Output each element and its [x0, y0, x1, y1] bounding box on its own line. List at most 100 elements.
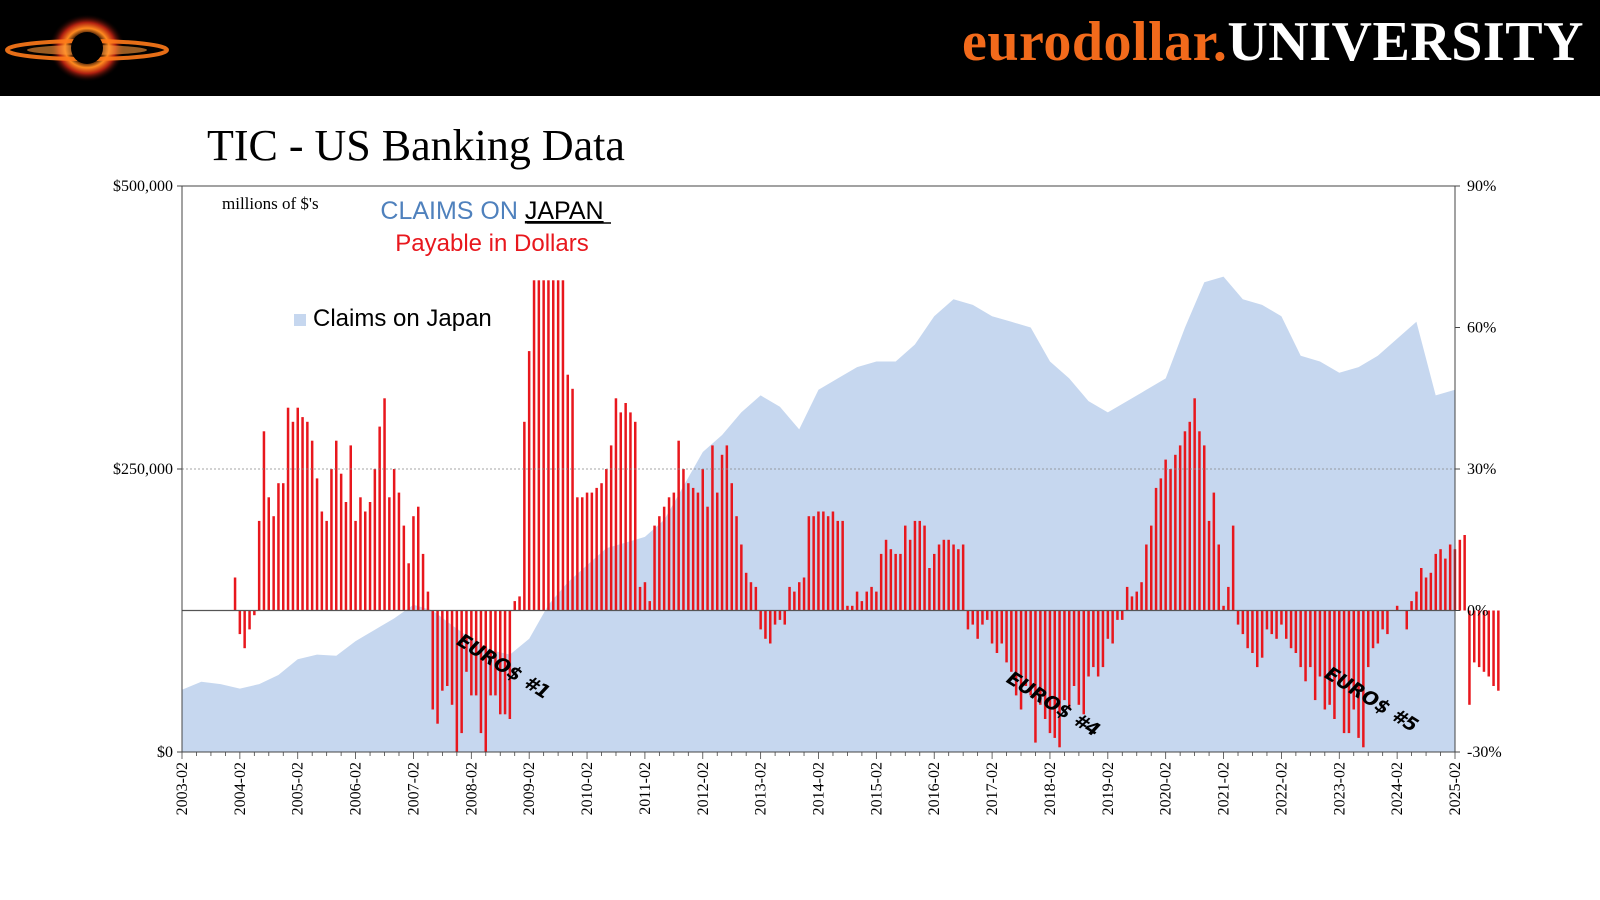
bar	[306, 421, 309, 611]
bar	[619, 412, 622, 611]
x-axis-tick-label: 2005-02	[290, 762, 307, 815]
bar	[865, 591, 868, 611]
bar	[1121, 610, 1124, 620]
x-axis-tick-label: 2016-02	[926, 762, 943, 815]
bar	[981, 610, 984, 625]
left-axis-tick-label: $500,000	[113, 178, 173, 195]
bar	[474, 610, 478, 696]
bar	[1352, 610, 1355, 710]
bar	[759, 610, 762, 630]
bar-layer	[233, 280, 1500, 752]
bar	[1116, 610, 1119, 620]
bar	[282, 483, 285, 611]
bar	[1217, 544, 1220, 611]
bar	[947, 539, 950, 611]
bar	[1222, 605, 1225, 611]
bar	[1309, 610, 1312, 668]
bar	[817, 511, 820, 611]
bar	[957, 549, 960, 611]
chart-title-line-2: Payable in Dollars	[395, 230, 588, 257]
bar	[1265, 610, 1269, 630]
bar	[470, 610, 473, 696]
bar	[503, 610, 507, 715]
bar	[595, 487, 598, 611]
bar	[1260, 610, 1264, 658]
bar	[1024, 610, 1028, 686]
bar	[542, 280, 545, 611]
bar	[923, 525, 926, 611]
bar	[523, 421, 526, 611]
x-axis-tick-label: 2009-02	[521, 762, 538, 815]
bar	[778, 610, 782, 620]
bar	[455, 610, 459, 752]
bar	[296, 407, 299, 611]
bar	[257, 520, 261, 611]
bar	[1140, 582, 1143, 611]
bar	[677, 440, 680, 611]
bar	[769, 610, 772, 644]
right-axis-tick-label: 90%	[1467, 178, 1496, 195]
bar	[561, 280, 565, 611]
x-axis-tick-label: 2017-02	[984, 762, 1001, 815]
bar	[397, 492, 401, 611]
bar	[508, 610, 512, 719]
bar	[658, 516, 661, 611]
bar	[1231, 525, 1235, 611]
bar	[1492, 610, 1495, 686]
bar	[851, 605, 854, 611]
bar	[725, 445, 729, 611]
bar	[1289, 610, 1293, 649]
bar	[600, 483, 603, 611]
bar	[373, 469, 377, 611]
bar	[1077, 610, 1081, 705]
bar	[1439, 549, 1442, 611]
bar	[1386, 610, 1389, 635]
bar	[754, 586, 758, 611]
bar	[875, 591, 878, 611]
bar	[527, 351, 531, 611]
bar	[653, 525, 656, 611]
bar	[1371, 610, 1375, 649]
brand-part-1: eurodollar.	[962, 11, 1228, 73]
right-axis-tick-label: 0%	[1467, 603, 1488, 620]
bar	[1468, 610, 1471, 705]
bar	[1313, 610, 1317, 701]
bar	[730, 483, 733, 611]
bar	[629, 412, 632, 611]
x-axis-tick-label: 2022-02	[1273, 762, 1290, 815]
bar	[826, 516, 830, 611]
brand-wordmark: eurodollar.UNIVERSITY	[962, 10, 1584, 74]
bar	[412, 516, 415, 611]
bar	[1424, 577, 1428, 611]
bar	[1019, 610, 1023, 710]
bar	[320, 511, 324, 611]
bar	[783, 610, 786, 625]
bar	[638, 586, 642, 611]
x-axis-tick-label: 2012-02	[695, 762, 712, 815]
bar	[1048, 610, 1052, 734]
bar	[513, 601, 516, 611]
bar	[1256, 610, 1259, 668]
bar	[325, 520, 328, 611]
bar	[995, 610, 999, 653]
bar	[1482, 610, 1486, 672]
bar	[1053, 610, 1056, 738]
bar	[682, 469, 685, 611]
bar	[667, 497, 671, 611]
bar	[1299, 610, 1302, 668]
bar	[1014, 610, 1018, 696]
chart-title-line-1: CLAIMS ON JAPAN	[380, 197, 603, 225]
bar	[1183, 431, 1187, 611]
bar	[1251, 610, 1254, 653]
bar	[961, 544, 965, 611]
bar	[740, 544, 743, 611]
bar	[450, 610, 454, 705]
x-axis-tick-label: 2020-02	[1158, 762, 1175, 815]
bar	[1125, 586, 1129, 611]
x-axis-tick-label: 2021-02	[1216, 762, 1233, 815]
bar	[1429, 572, 1433, 611]
bar	[1362, 610, 1365, 748]
bar	[518, 596, 521, 611]
bar	[590, 492, 594, 611]
bar	[1005, 610, 1008, 663]
